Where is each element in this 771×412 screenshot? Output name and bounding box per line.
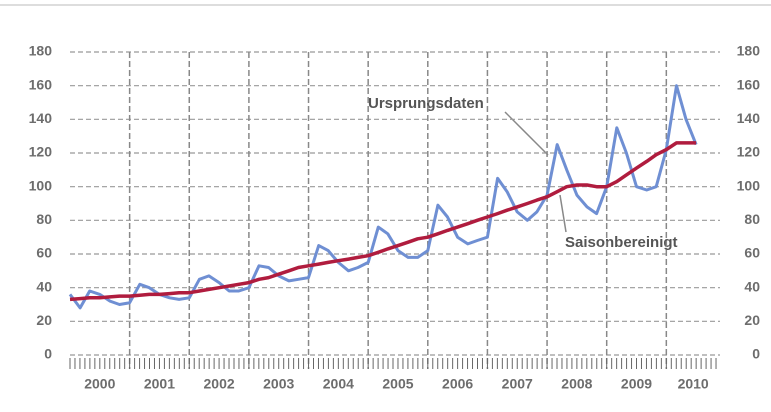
leader-line [559, 194, 567, 233]
y-tick-label: 120 [29, 144, 53, 160]
series-line [68, 84, 698, 310]
y2-tick-label: 140 [737, 110, 761, 126]
y-tick-label: 180 [29, 43, 53, 59]
x-tick-label: 2010 [678, 376, 709, 392]
y2-tick-label: 60 [744, 245, 760, 261]
x-tick-label: 2008 [561, 376, 592, 392]
x-tick-label: 2004 [323, 376, 354, 392]
series-line [69, 141, 697, 302]
x-tick-label: 2009 [621, 376, 652, 392]
y-tick-label: 100 [29, 177, 53, 193]
y2-tick-label: 180 [737, 43, 761, 59]
y2-tick-label: 0 [752, 346, 760, 362]
y-tick-label: 80 [36, 211, 52, 227]
y2-tick-label: 40 [744, 278, 760, 294]
y-tick-label: 40 [36, 278, 52, 294]
x-tick-label: 2001 [144, 376, 175, 392]
y2-tick-label: 20 [744, 312, 760, 328]
y2-tick-label: 100 [737, 177, 761, 193]
y-tick-label: 160 [29, 76, 53, 92]
x-tick-label: 2002 [204, 376, 235, 392]
y2-tick-label: 160 [737, 76, 761, 92]
x-tick-label: 2003 [263, 376, 294, 392]
y-tick-label: 0 [44, 346, 52, 362]
x-tick-label: 2007 [502, 376, 533, 392]
y2-tick-label: 80 [744, 211, 760, 227]
x-tick-label: 2005 [382, 376, 413, 392]
y-tick-label: 60 [36, 245, 52, 261]
x-tick-label: 2006 [442, 376, 473, 392]
y-tick-label: 140 [29, 110, 53, 126]
y-tick-label: 20 [36, 312, 52, 328]
x-tick-label: 2000 [84, 376, 115, 392]
leader-line [504, 111, 549, 156]
annotation: Ursprungsdaten [368, 95, 484, 112]
y2-tick-label: 120 [737, 144, 761, 160]
annotation: Saisonbereinigt [565, 234, 678, 251]
